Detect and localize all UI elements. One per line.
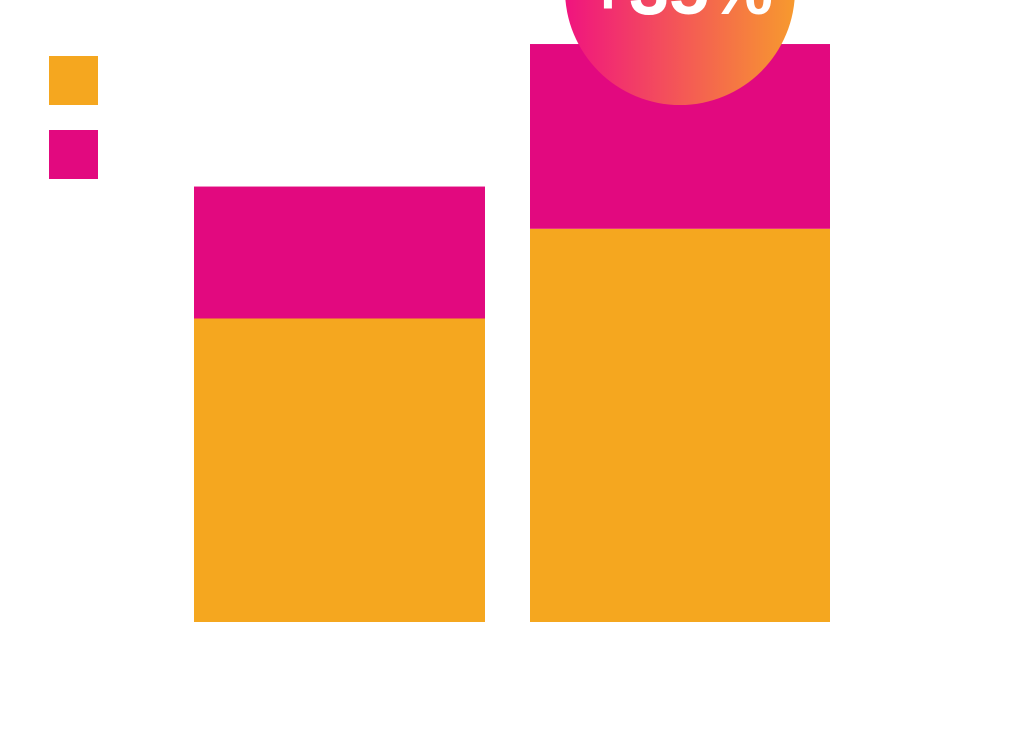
- bar-segment-1-series-2: [194, 186, 485, 319]
- bar-segment-1-series-1: [194, 318, 485, 622]
- growth-badge: [565, 0, 795, 105]
- legend-swatch-series-1: [49, 56, 98, 105]
- growth-badge-label: +35%: [587, 0, 773, 30]
- bar-segment-2-series-1: [530, 228, 830, 622]
- legend-swatch-series-2: [49, 130, 98, 179]
